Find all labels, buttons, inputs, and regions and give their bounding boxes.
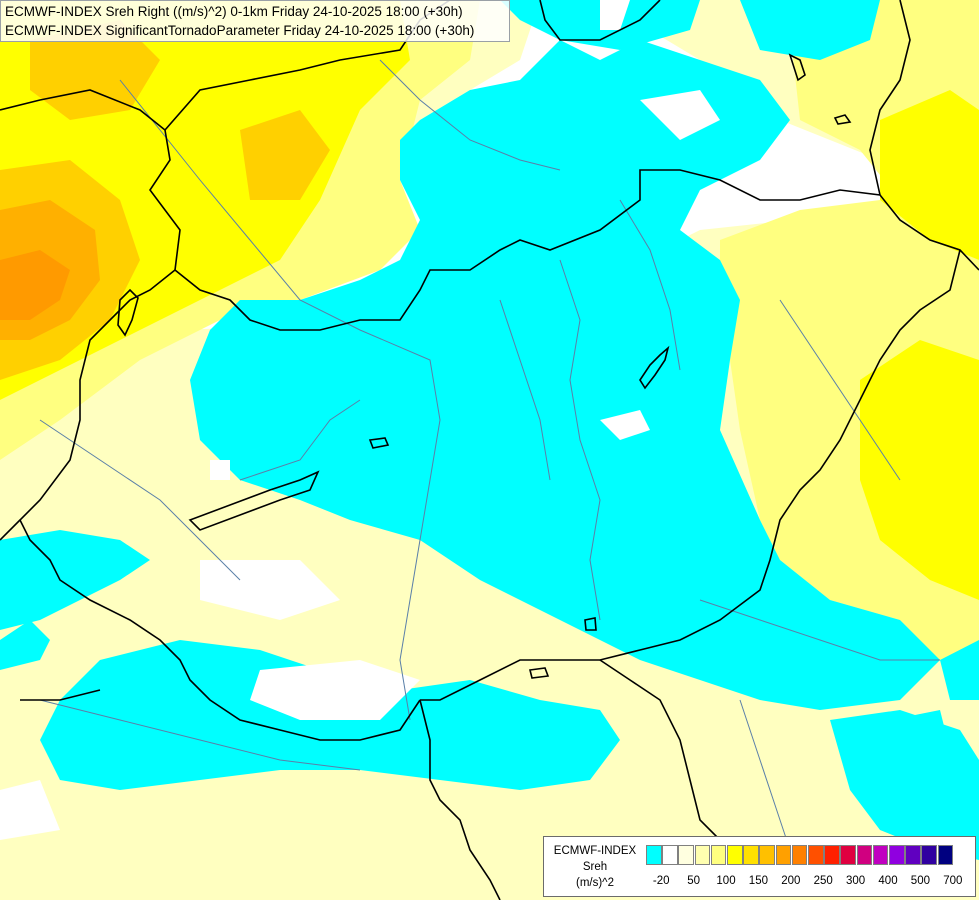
legend-swatch <box>840 845 856 865</box>
border-lake-balaton <box>188 470 320 531</box>
legend-tick-label: 250 <box>813 875 833 887</box>
legend-swatch <box>856 845 873 865</box>
map-title-box: ECMWF-INDEX Sreh Right ((m/s)^2) 0-1km F… <box>0 0 510 42</box>
border-top-center <box>539 0 661 41</box>
legend-swatch <box>662 845 678 865</box>
legend-swatch <box>808 845 824 865</box>
border-west <box>19 269 421 741</box>
legend-swatch <box>710 845 727 865</box>
legend-tick-label: 50 <box>687 875 700 887</box>
border-north-east <box>869 0 911 196</box>
legend-swatch <box>872 845 889 865</box>
legend-swatch <box>921 845 937 865</box>
border-south <box>419 699 501 900</box>
color-legend: ECMWF-INDEX Sreh (m/s)^2 -20 50 100 150 200 2… <box>543 836 976 897</box>
legend-swatch <box>889 845 905 865</box>
border-east <box>420 249 961 701</box>
border-north-west <box>0 89 979 331</box>
legend-tick-label: 100 <box>716 875 736 887</box>
legend-tick-label: 400 <box>878 875 898 887</box>
border-left-edge <box>0 519 21 541</box>
legend-swatch <box>678 845 694 865</box>
title-line-1: ECMWF-INDEX Sreh Right ((m/s)^2) 0-1km F… <box>5 4 463 19</box>
legend-swatch <box>824 845 840 865</box>
legend-tick-label: 300 <box>846 875 866 887</box>
border-lake-ne <box>639 345 670 390</box>
border-lake-small-east <box>833 114 852 125</box>
border-lake-small <box>368 437 390 449</box>
legend-tick-label: 500 <box>910 875 930 887</box>
border-lake-nw <box>117 288 139 337</box>
legend-swatch <box>694 845 711 865</box>
legend-swatch <box>727 845 743 865</box>
border-lake-small-south2 <box>584 617 597 631</box>
legend-tick-label: 150 <box>748 875 768 887</box>
legend-variable: Sreh <box>582 861 608 873</box>
legend-swatch <box>775 845 792 865</box>
border-lake-small-south <box>529 667 550 679</box>
legend-model: ECMWF-INDEX <box>553 845 637 857</box>
border-lake-top-right <box>788 53 806 82</box>
legend-swatch <box>905 845 921 865</box>
legend-unit: (m/s)^2 <box>576 877 614 889</box>
legend-swatch <box>791 845 808 865</box>
rivers <box>39 59 940 881</box>
border-south-west <box>20 689 101 701</box>
legend-swatch <box>646 845 662 865</box>
legend-swatch <box>743 845 759 865</box>
legend-swatch <box>759 845 775 865</box>
legend-tick-label: 700 <box>943 875 963 887</box>
legend-swatch <box>937 845 954 865</box>
legend-tick-label: -20 <box>652 875 670 887</box>
title-line-2: ECMWF-INDEX SignificantTornadoParameter … <box>5 23 475 38</box>
legend-tick-label: 200 <box>781 875 801 887</box>
cyan-fields <box>0 0 979 860</box>
